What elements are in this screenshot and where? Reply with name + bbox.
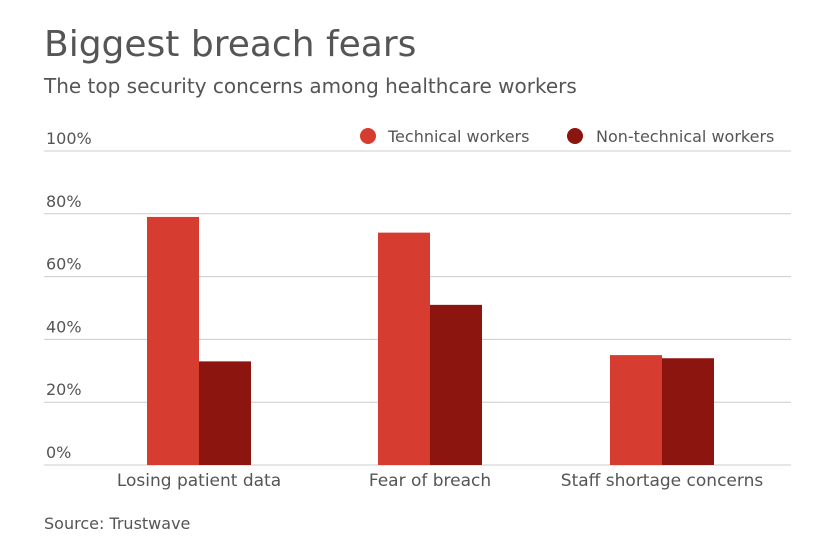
bar <box>430 304 482 465</box>
bar <box>199 361 251 465</box>
x-axis-categories: Losing patient data Fear of breach Staff s… <box>117 471 764 491</box>
chart-subtitle: The top security concerns among healthca… <box>44 74 577 98</box>
bar <box>147 216 199 465</box>
legend-label: Technical workers <box>387 127 529 146</box>
x-category-label: Fear of breach <box>369 471 491 491</box>
y-tick-label: 60% <box>46 255 82 274</box>
bar <box>378 232 430 465</box>
y-tick-label: 20% <box>46 380 82 399</box>
bar <box>610 355 662 465</box>
chart-title: Biggest breach fears <box>44 24 417 65</box>
y-axis-ticks: 0% 20% 40% 60% 80% 100% <box>46 129 92 462</box>
legend-marker <box>360 128 376 144</box>
y-tick-label: 0% <box>46 443 71 462</box>
legend-marker <box>567 128 583 144</box>
y-tick-label: 40% <box>46 317 82 336</box>
bars <box>147 216 714 465</box>
x-category-label: Staff shortage concerns <box>561 471 764 491</box>
legend: Technical workers Non-technical workers <box>360 127 774 146</box>
source-note: Source: Trustwave <box>44 514 191 533</box>
legend-label: Non-technical workers <box>596 127 774 146</box>
bar <box>662 358 714 465</box>
y-tick-label: 100% <box>46 129 92 148</box>
x-category-label: Losing patient data <box>117 471 281 491</box>
y-tick-label: 80% <box>46 192 82 211</box>
